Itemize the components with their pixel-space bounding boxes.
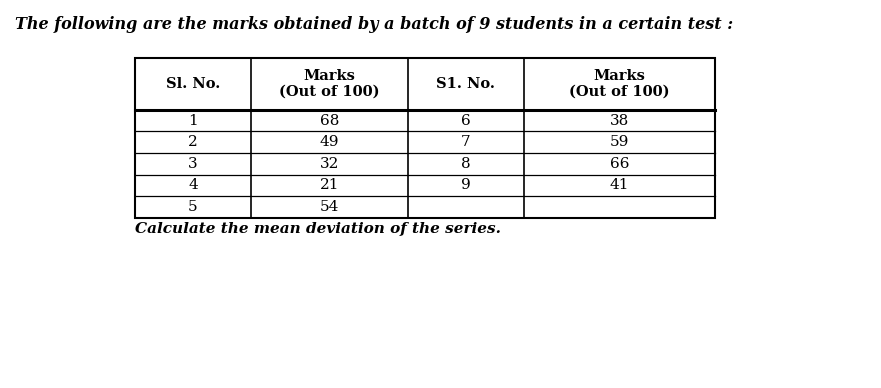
Text: 59: 59	[610, 135, 629, 149]
Text: 49: 49	[320, 135, 339, 149]
Text: 38: 38	[610, 114, 629, 128]
Text: 54: 54	[320, 200, 339, 214]
Text: 8: 8	[461, 157, 470, 171]
Text: Calculate the mean deviation of the series.: Calculate the mean deviation of the seri…	[135, 222, 501, 237]
Text: 6: 6	[461, 114, 470, 128]
Text: 68: 68	[320, 114, 339, 128]
Text: S1. No.: S1. No.	[436, 77, 495, 91]
Text: 21: 21	[320, 178, 339, 192]
Text: 41: 41	[610, 178, 629, 192]
Text: 66: 66	[610, 157, 629, 171]
Text: 4: 4	[189, 178, 198, 192]
Text: 3: 3	[189, 157, 198, 171]
Text: 32: 32	[320, 157, 339, 171]
Bar	[135, 58, 715, 218]
Text: 7: 7	[461, 135, 470, 149]
Text: 5: 5	[189, 200, 198, 214]
Text: The following are the marks obtained by a batch of 9 students in a certain test : The following are the marks obtained by …	[15, 16, 733, 33]
Text: Marks
(Out of 100): Marks (Out of 100)	[569, 69, 670, 99]
Text: Marks
(Out of 100): Marks (Out of 100)	[279, 69, 380, 99]
Text: 2: 2	[189, 135, 198, 149]
Text: 9: 9	[461, 178, 470, 192]
Text: Sl. No.: Sl. No.	[166, 77, 220, 91]
Text: 1: 1	[189, 114, 198, 128]
